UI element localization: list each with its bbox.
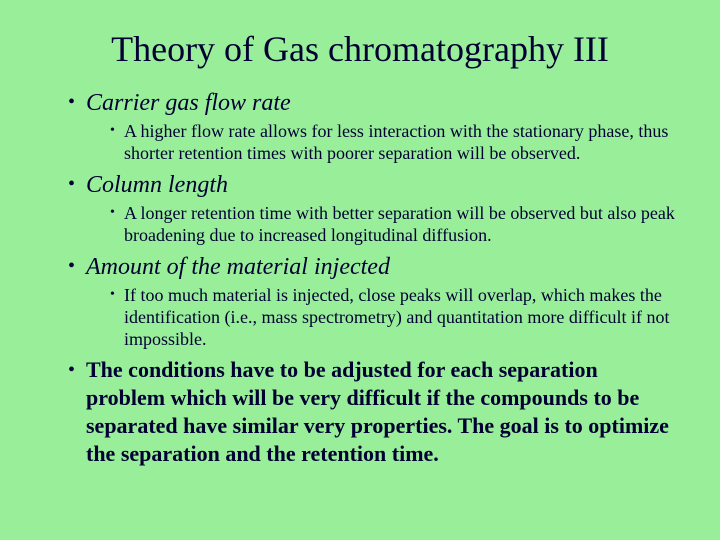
bullet-summary: The conditions have to be adjusted for e… — [86, 356, 676, 468]
bullet-item-summary: The conditions have to be adjusted for e… — [68, 356, 676, 468]
sub-item: A higher flow rate allows for less inter… — [110, 120, 676, 164]
sub-list: A longer retention time with better sepa… — [86, 202, 676, 246]
bullet-item-column-length: Column length A longer retention time wi… — [68, 170, 676, 246]
bullet-list: Carrier gas flow rate A higher flow rate… — [44, 88, 676, 468]
slide-title: Theory of Gas chromatography III — [44, 28, 676, 70]
bullet-item-carrier-gas: Carrier gas flow rate A higher flow rate… — [68, 88, 676, 164]
bullet-item-amount-injected: Amount of the material injected If too m… — [68, 252, 676, 350]
bullet-head: Carrier gas flow rate — [86, 88, 676, 118]
sub-item: A longer retention time with better sepa… — [110, 202, 676, 246]
slide: Theory of Gas chromatography III Carrier… — [0, 0, 720, 540]
sub-list: A higher flow rate allows for less inter… — [86, 120, 676, 164]
sub-item: If too much material is injected, close … — [110, 284, 676, 350]
sub-list: If too much material is injected, close … — [86, 284, 676, 350]
bullet-head: Column length — [86, 170, 676, 200]
bullet-head: Amount of the material injected — [86, 252, 676, 282]
